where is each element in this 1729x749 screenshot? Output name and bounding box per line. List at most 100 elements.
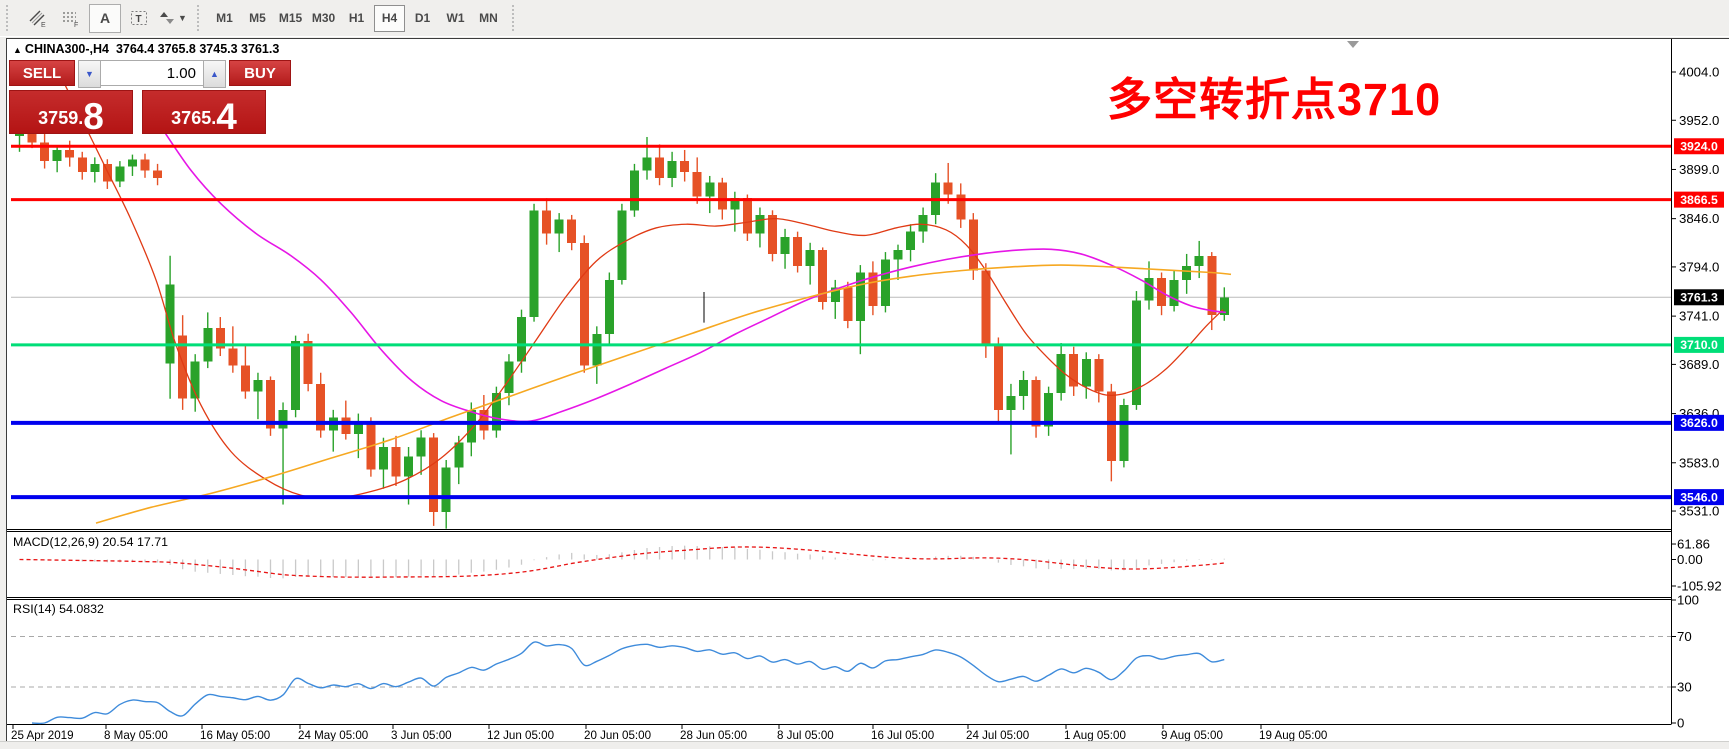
equidistant-channel-glyph: E (29, 10, 46, 28)
chart-shift-marker[interactable] (1347, 41, 1359, 48)
price-badge (1674, 191, 1724, 208)
candle-body (266, 380, 275, 429)
chart-title: ▲ CHINA300-,H4 3764.4 3765.8 3745.3 3761.… (13, 42, 279, 56)
timeframe-button-m5[interactable]: M5 (249, 11, 266, 25)
timeframe-button-m15[interactable]: M15 (278, 11, 303, 25)
date-axis-label: 8 Jul 05:00 (777, 729, 834, 741)
macd-axis-label: -105.92 (1677, 579, 1722, 594)
candle-body (680, 161, 690, 173)
timeframe-button-m30[interactable]: M30 (311, 11, 336, 25)
volume-decrease-button[interactable]: ▼ (78, 60, 101, 88)
candle-body (1019, 380, 1028, 396)
candle-body (1056, 354, 1066, 394)
date-axis-label: 1 Aug 05:00 (1064, 729, 1126, 741)
candle-body (604, 279, 614, 334)
arrow-tools-icon[interactable]: ▼ (157, 4, 189, 33)
buy-button[interactable]: BUY (229, 60, 291, 86)
candle-body (893, 250, 903, 260)
text-box-glyph: T (131, 11, 147, 25)
symbol-arrow-icon: ▲ (13, 45, 22, 55)
candle-body (780, 237, 790, 254)
candle-body (303, 341, 313, 384)
price-badge-label: 3866.5 (1680, 193, 1718, 207)
rsi-panel-label: RSI(14) 54.0832 (13, 602, 104, 616)
candle-body (278, 409, 288, 429)
candle-body (629, 170, 639, 211)
sell-price-button[interactable]: 3759. 8 (9, 90, 133, 135)
one-click-trade-panel: SELL ▼ ▲ BUY 3759.8 3765.4 (9, 58, 293, 135)
price-axis-label: 3583.0 (1679, 455, 1719, 470)
date-axis-label: 8 May 05:00 (104, 729, 168, 741)
volume-input[interactable] (101, 60, 203, 86)
candle-body (140, 159, 150, 171)
volume-increase-button[interactable]: ▲ (203, 60, 226, 88)
candle-body (592, 333, 602, 366)
timeframe-button-h4[interactable]: H4 (374, 4, 405, 32)
rsi-axis-label: 100 (1677, 593, 1699, 608)
timeframe-button-w1[interactable]: W1 (446, 11, 465, 25)
candle-body (981, 270, 991, 345)
price-axis-label: 3531.0 (1679, 504, 1719, 519)
toolbar-grip[interactable] (6, 5, 16, 31)
chart-canvas[interactable]: 4004.0 3952.0 3899.0 3846.0 3794.0 3741.0 3689… (7, 39, 1729, 741)
fibonacci-icon[interactable]: F (55, 4, 87, 33)
candle-body (391, 446, 401, 477)
candle-body (190, 361, 200, 399)
candle-body (52, 149, 62, 162)
timeframe-button-mn[interactable]: MN (479, 11, 498, 25)
chevron-down-icon[interactable]: ▼ (178, 13, 187, 23)
candle-body (529, 210, 539, 318)
sell-button[interactable]: SELL (9, 60, 75, 86)
candle-body (1182, 265, 1192, 280)
price-badge (1674, 414, 1724, 431)
price-axis-label: 3899.0 (1679, 162, 1719, 177)
macd-signal-line (19, 546, 1225, 578)
rsi-axis-label: 70 (1677, 629, 1692, 644)
candle-body (868, 272, 878, 306)
price-axis-label: 3952.0 (1679, 113, 1719, 128)
candle-body (40, 142, 50, 162)
candle-body (1081, 358, 1091, 387)
date-axis-label: 16 Jul 05:00 (871, 729, 934, 741)
svg-text:E: E (41, 22, 46, 28)
candle-body (115, 166, 125, 182)
candle-body (692, 172, 702, 197)
candle-body (579, 242, 589, 366)
date-axis-label: 25 Apr 2019 (11, 729, 74, 741)
text-label-icon[interactable]: A (89, 3, 121, 33)
candle-body (1194, 255, 1204, 266)
candle-body (567, 219, 577, 243)
candle-body (818, 250, 828, 303)
price-badge-label: 3710.0 (1680, 338, 1718, 352)
macd-axis-label: 0.00 (1677, 552, 1703, 567)
price-badge-label: 3924.0 (1680, 139, 1718, 153)
text-box-icon[interactable]: T (123, 4, 155, 33)
candle-body (655, 157, 665, 178)
buy-price-button[interactable]: 3765. 4 (142, 90, 266, 135)
candle-body (855, 272, 865, 321)
candle-body (1169, 279, 1179, 306)
candle-body (416, 437, 426, 457)
candle-body (178, 335, 188, 399)
macd-panel-label: MACD(12,26,9) 20.54 17.71 (13, 535, 168, 549)
candle-body (341, 417, 351, 434)
equidistant-channel-icon[interactable]: E (21, 4, 53, 33)
timeframe-button-h1[interactable]: H1 (348, 11, 365, 25)
candle-body (968, 219, 978, 271)
candle-body (404, 456, 414, 477)
chart-ohlc-values: 3764.4 3765.8 3745.3 3761.3 (115, 42, 280, 56)
price-badge (1674, 138, 1724, 155)
candle-body (768, 214, 777, 254)
svg-text:T: T (136, 14, 142, 25)
fast-ma-line (55, 66, 1224, 499)
arrows-glyph (160, 12, 175, 24)
date-axis-label: 12 Jun 05:00 (487, 729, 554, 741)
price-badge (1674, 289, 1724, 306)
candle-body (1144, 278, 1154, 301)
candle-body (77, 157, 87, 173)
date-axis-label: 24 Jul 05:00 (966, 729, 1029, 741)
timeframe-button-d1[interactable]: D1 (414, 11, 431, 25)
sell-price-main: 3759 (38, 108, 79, 128)
candle-body (1119, 405, 1129, 461)
timeframe-button-m1[interactable]: M1 (216, 11, 233, 25)
